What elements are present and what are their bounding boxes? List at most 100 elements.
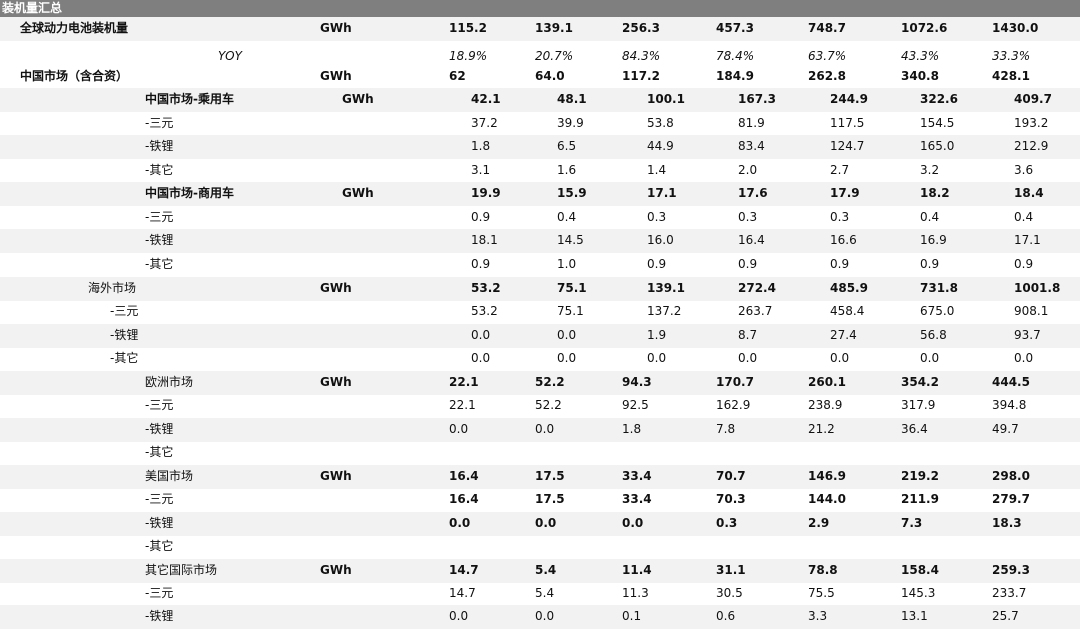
- row-label: -其它: [145, 445, 174, 459]
- table-cell: 748.7: [808, 21, 846, 35]
- table-row: 其它国际市场 GWh 14.7 5.4 11.4 31.1 78.8 158.4 259.3: [0, 559, 1080, 583]
- table-cell: 30.5: [716, 586, 743, 600]
- row-unit: GWh: [320, 21, 352, 35]
- table-row: -三元 0.9 0.4 0.3 0.3 0.3 0.4 0.4: [0, 206, 1080, 230]
- row-unit: GWh: [320, 563, 352, 577]
- table-cell: 78.4%: [716, 49, 755, 63]
- table-cell: 1.6: [557, 163, 577, 177]
- table-cell: 908.1: [1014, 304, 1049, 318]
- table-row: -三元 53.2 75.1 137.2 263.7 458.4 675.0 908.1: [0, 300, 1080, 324]
- table-row: -三元 14.7 5.4 11.3 30.5 75.5 145.3 233.7: [0, 582, 1080, 606]
- table-cell: 94.3: [622, 375, 652, 389]
- table-cell: 0.0: [535, 609, 555, 623]
- table-cell: 8.7: [738, 328, 758, 342]
- table-cell: 48.1: [557, 92, 587, 106]
- table-cell: 43.3%: [901, 49, 940, 63]
- table-row: -三元 16.4 17.5 33.4 70.3 144.0 211.9 279.7: [0, 488, 1080, 512]
- table-row: 中国市场（含合资） GWh 62 64.0 117.2 184.9 262.8 340.8 42…: [0, 65, 1080, 89]
- table-cell: 11.3: [622, 586, 649, 600]
- table-cell: 0.4: [1014, 210, 1034, 224]
- table-cell: 272.4: [738, 281, 776, 295]
- table-cell: 44.9: [647, 139, 674, 153]
- row-unit: GWh: [320, 69, 352, 83]
- row-unit: GWh: [320, 281, 352, 295]
- table-cell: 0.0: [449, 422, 469, 436]
- table-cell: 165.0: [920, 139, 955, 153]
- table-cell: 16.4: [449, 492, 479, 506]
- table-cell: 444.5: [992, 375, 1030, 389]
- table-cell: 75.5: [808, 586, 835, 600]
- table-cell: 64.0: [535, 69, 565, 83]
- table-row: -铁锂 0.0 0.0 0.1 0.6 3.3 13.1 25.7: [0, 605, 1080, 629]
- row-label: 全球动力电池装机量: [20, 21, 129, 35]
- table-cell: 11.4: [622, 563, 652, 577]
- table-cell: 137.2: [647, 304, 682, 318]
- table-cell: 144.0: [808, 492, 846, 506]
- table-cell: 139.1: [535, 21, 573, 35]
- table-row: -铁锂 0.0 0.0 1.9 8.7 27.4 56.8 93.7: [0, 324, 1080, 348]
- table-cell: 0.0: [471, 328, 491, 342]
- table-cell: 394.8: [992, 398, 1027, 412]
- table-cell: 0.4: [920, 210, 940, 224]
- row-label: -其它: [145, 163, 174, 177]
- table-cell: 458.4: [830, 304, 865, 318]
- table-cell: 1.0: [557, 257, 577, 271]
- table-cell: 0.9: [830, 257, 850, 271]
- table-cell: 52.2: [535, 375, 565, 389]
- table-cell: 17.5: [535, 469, 565, 483]
- table-cell: 0.3: [647, 210, 667, 224]
- table-cell: 75.1: [557, 304, 584, 318]
- sheet-title: 装机量汇总: [2, 1, 63, 15]
- table-cell: 0.9: [920, 257, 940, 271]
- table-cell: 1.4: [647, 163, 667, 177]
- table-row: 美国市场 GWh 16.4 17.5 33.4 70.7 146.9 219.2 298.0: [0, 465, 1080, 489]
- table-cell: 233.7: [992, 586, 1027, 600]
- table-cell: 53.8: [647, 116, 674, 130]
- table-cell: 0.0: [920, 351, 940, 365]
- table-cell: 16.9: [920, 233, 947, 247]
- table-cell: 0.4: [557, 210, 577, 224]
- row-label: 中国市场-商用车: [145, 186, 234, 200]
- table-row: 中国市场-商用车 GWh 19.9 15.9 17.1 17.6 17.9 18.2 18.4: [0, 182, 1080, 206]
- table-cell: 279.7: [992, 492, 1030, 506]
- table-cell: 18.4: [1014, 186, 1044, 200]
- table-cell: 259.3: [992, 563, 1030, 577]
- table-cell: 354.2: [901, 375, 939, 389]
- table-cell: 409.7: [1014, 92, 1052, 106]
- table-cell: 53.2: [471, 281, 501, 295]
- table-cell: 63.7%: [808, 49, 847, 63]
- table-cell: 39.9: [557, 116, 584, 130]
- table-row: -其它: [0, 441, 1080, 465]
- table-cell: 1430.0: [992, 21, 1039, 35]
- table-cell: 0.6: [716, 609, 736, 623]
- table-row: -其它 0.9 1.0 0.9 0.9 0.9 0.9 0.9: [0, 253, 1080, 277]
- table-cell: 1.8: [622, 422, 642, 436]
- table-cell: 1072.6: [901, 21, 948, 35]
- table-row: -其它: [0, 535, 1080, 559]
- table-cell: 162.9: [716, 398, 751, 412]
- table-cell: 25.7: [992, 609, 1019, 623]
- table-cell: 22.1: [449, 398, 476, 412]
- table-cell: 0.0: [449, 609, 469, 623]
- table-cell: 340.8: [901, 69, 939, 83]
- table-cell: 2.9: [808, 516, 830, 530]
- table-cell: 17.5: [535, 492, 565, 506]
- table-cell: 485.9: [830, 281, 868, 295]
- table-cell: 219.2: [901, 469, 939, 483]
- table-cell: 20.7%: [535, 49, 574, 63]
- table-cell: 0.9: [647, 257, 667, 271]
- table-cell: 56.8: [920, 328, 947, 342]
- table-cell: 115.2: [449, 21, 487, 35]
- table-cell: 37.2: [471, 116, 498, 130]
- sheet-title-bar: 装机量汇总: [0, 0, 1080, 17]
- row-label: -三元: [110, 304, 139, 318]
- table-row: 海外市场 GWh 53.2 75.1 139.1 272.4 485.9 731.8 1001.…: [0, 277, 1080, 301]
- table-cell: 18.2: [920, 186, 950, 200]
- table-cell: 62: [449, 69, 466, 83]
- table-row: -铁锂 18.1 14.5 16.0 16.4 16.6 16.9 17.1: [0, 229, 1080, 253]
- table-cell: 17.9: [830, 186, 860, 200]
- row-label: -三元: [145, 492, 174, 506]
- row-label: -其它: [110, 351, 139, 365]
- table-cell: 16.6: [830, 233, 857, 247]
